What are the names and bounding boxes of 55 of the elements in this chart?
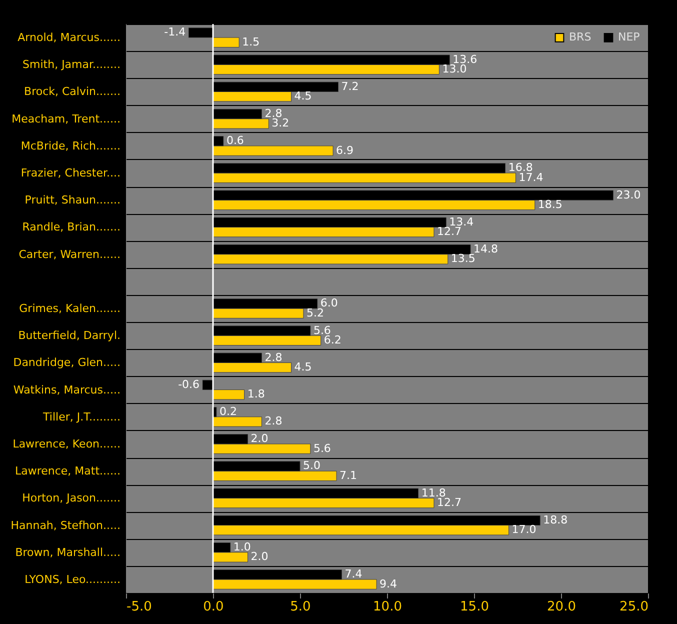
y-tick-label: LYONS, Leo.......... <box>24 572 120 586</box>
y-tick-label: Brown, Marshall..... <box>15 546 120 559</box>
x-tick-label: 15.0 <box>460 600 489 614</box>
data-label: 9.4 <box>380 577 398 590</box>
y-tick-label: Tiller, J.T......... <box>42 410 120 424</box>
y-tick-label: Frazier, Chester.... <box>20 166 120 180</box>
y-tick-label: Horton, Jason....... <box>22 492 120 505</box>
y-tick-label: Butterfield, Darryl. <box>18 329 120 342</box>
x-tick-label: 0.0 <box>203 600 224 614</box>
data-label: 2.0 <box>250 550 268 564</box>
data-label: 2.8 <box>264 414 282 428</box>
data-label: 1.5 <box>242 35 260 48</box>
data-label: 7.2 <box>341 80 359 93</box>
data-label: 0.6 <box>226 134 244 148</box>
data-label: 7.1 <box>340 468 358 482</box>
y-tick-label: Dandridge, Glen..... <box>13 356 120 370</box>
y-tick-label: Randle, Brian....... <box>22 220 120 234</box>
x-tick-label: 25.0 <box>620 600 648 614</box>
y-tick-label: Arnold, Marcus...... <box>18 31 120 44</box>
data-label: 7.4 <box>344 568 362 581</box>
x-tick-label: 5.0 <box>290 600 311 614</box>
x-tick-label: 20.0 <box>547 600 576 614</box>
data-label: 13.5 <box>450 252 476 266</box>
y-tick-label: Grimes, Kalen....... <box>19 302 120 315</box>
data-label: 4.5 <box>294 360 312 374</box>
x-tick-label: -5.0 <box>126 600 152 614</box>
y-tick-label: Carter, Warren...... <box>18 248 120 261</box>
data-label: 0.2 <box>219 405 237 418</box>
data-label: 1.8 <box>247 388 265 401</box>
y-tick-label: Pruitt, Shaun....... <box>24 194 120 207</box>
data-label: -0.6 <box>178 378 200 391</box>
x-tick-label: 10.0 <box>373 600 402 614</box>
legend-label: NEP <box>618 30 640 44</box>
y-tick-label: Lawrence, Keon...... <box>12 437 120 450</box>
y-tick-label: Hannah, Stefhon..... <box>10 518 120 532</box>
y-tick-label: Lawrence, Matt...... <box>14 464 120 478</box>
data-label: 17.0 <box>512 523 536 536</box>
y-tick-label: Watkins, Marcus..... <box>13 383 120 396</box>
data-label: 5.0 <box>303 459 320 472</box>
y-tick-label: Smith, Jamar........ <box>22 58 120 72</box>
data-label: -1.4 <box>164 26 186 39</box>
y-tick-label: McBride, Rich....... <box>20 139 120 152</box>
data-label: 5.6 <box>313 442 331 455</box>
data-label: 1.0 <box>233 540 251 554</box>
y-tick-label: Meacham, Trent...... <box>12 112 120 126</box>
data-label: 18.5 <box>538 198 562 211</box>
data-label: 18.8 <box>543 513 568 526</box>
data-label: 2.8 <box>264 350 282 364</box>
data-label: 23.0 <box>616 188 641 202</box>
data-label: 6.9 <box>336 144 354 157</box>
data-label: 2.0 <box>250 432 268 446</box>
y-tick-label: Brock, Calvin....... <box>24 85 120 98</box>
data-label: 4.5 <box>294 90 312 103</box>
data-label: 14.8 <box>474 242 498 256</box>
legend-label: BRS <box>569 30 592 44</box>
